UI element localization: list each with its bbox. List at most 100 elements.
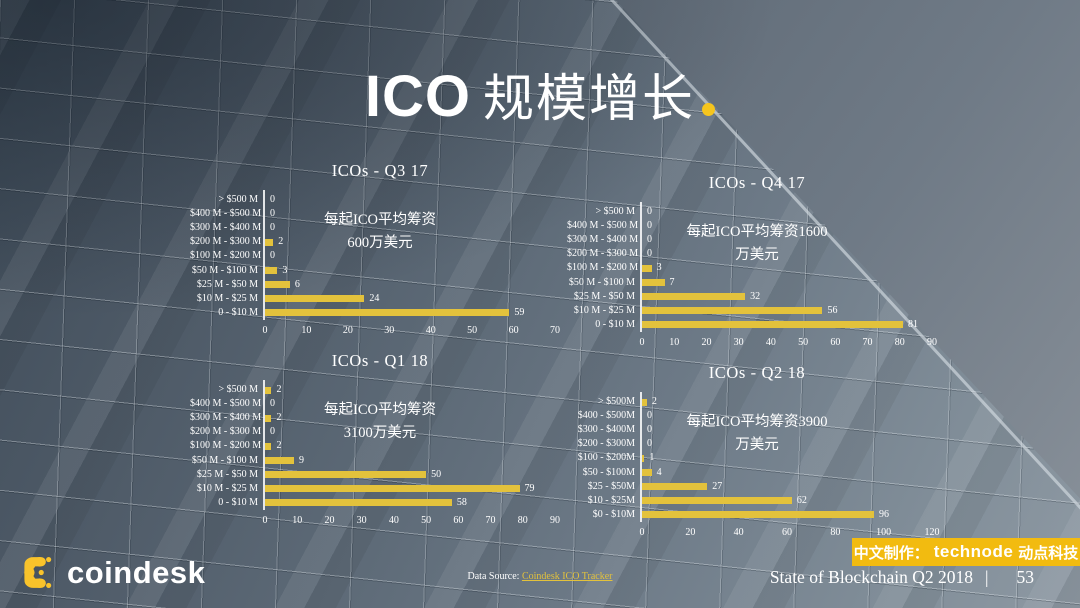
chart-row: $300 - $400M 0: [567, 423, 977, 437]
x-tick-label: 20: [342, 324, 353, 336]
bar-track: 0: [640, 233, 932, 247]
value-label: 0: [270, 250, 275, 262]
chart-rows: > $500M 2 $400 - $500M 0 $300 - $400M 0 $200 -…: [567, 392, 977, 522]
x-axis-ticks: 0 10 20 30 40 50 60 70 80 90: [263, 514, 561, 529]
chart-row: $50 M - $100 M 7: [567, 275, 977, 289]
bar-track: 0: [640, 247, 932, 261]
bar: [642, 469, 652, 477]
data-source-link[interactable]: Coindesk ICO Tracker: [521, 571, 613, 582]
category-label: $25 M - $50 M: [196, 278, 258, 290]
bar-track: 3: [640, 261, 932, 275]
category-label: $300 M - $400 M: [190, 412, 262, 424]
value-label: 2: [276, 384, 282, 396]
page-title: ICO 规模增长: [0, 68, 1080, 126]
category-label: 0 - $10 M: [218, 496, 258, 508]
bar-track: 0: [640, 219, 932, 233]
chart-row: $400 M - $500 M 0: [567, 219, 977, 233]
bar-track: 2: [263, 235, 555, 249]
value-label: 0: [647, 438, 652, 450]
x-tick-label: 40: [388, 514, 399, 526]
category-label: $300 M - $400 M: [567, 234, 639, 246]
value-label: 0: [647, 206, 652, 218]
chart-row: $50 M - $100 M 3: [190, 263, 600, 277]
bar: [265, 485, 520, 493]
chart-row: $100 - $200M 1: [567, 451, 977, 465]
chart-row: $200 M - $300 M 0: [190, 425, 600, 439]
chart-row: $400 - $500M 0: [567, 409, 977, 423]
chart-row: $400 M - $500 M 0: [190, 207, 600, 221]
title-dot-icon: [702, 103, 716, 116]
value-label: 0: [647, 424, 652, 436]
x-axis-ticks: 0 20 40 60 80 100 120: [640, 527, 940, 541]
category-label: $25 M - $50 M: [573, 290, 635, 302]
value-label: 0: [270, 222, 275, 234]
chart-row: 0 - $10 M 59: [190, 306, 600, 320]
chart-rows: > $500 M 2 $400 M - $500 M 0 $300 M - $400 M…: [190, 380, 600, 510]
chart-row: $200 M - $300 M 2: [190, 235, 600, 249]
category-label: > $500 M: [218, 384, 258, 396]
value-label: 9: [299, 454, 304, 466]
chart-row: $100 M - $200 M 2: [190, 439, 600, 453]
bar-track: 1: [640, 451, 932, 465]
bar-track: 0: [640, 205, 932, 219]
bar-chart: ICOs - Q2 18 > $500M 2 $400 - $500M 0 $300 -…: [567, 362, 977, 541]
category-label: $400 M - $500 M: [190, 208, 262, 220]
value-label: 4: [656, 466, 662, 478]
bar: [265, 281, 290, 289]
category-label: $200 M - $300 M: [190, 236, 262, 248]
x-tick-label: 10: [669, 336, 680, 348]
chart-row: $300 M - $400 M 0: [567, 233, 977, 247]
chart-row: > $500 M 0: [190, 193, 600, 207]
bar-track: 0: [263, 207, 555, 221]
x-tick-label: 120: [924, 526, 940, 538]
category-label: $100 - $200M: [577, 452, 635, 464]
category-label: $400 M - $500 M: [190, 398, 262, 410]
value-label: 0: [647, 234, 652, 246]
chart-row: $25 - $50M 27: [567, 480, 977, 494]
category-label: $25 M - $50 M: [196, 468, 258, 480]
x-tick-label: 40: [765, 336, 776, 348]
x-axis-ticks: 0 10 20 30 40 50 60 70 80 90: [639, 336, 938, 351]
bar-track: 6: [263, 278, 555, 292]
x-tick-label: 30: [384, 324, 395, 336]
category-label: $10 M - $25 M: [196, 482, 258, 494]
value-label: 0: [647, 410, 652, 422]
value-label: 0: [647, 220, 652, 232]
chart-row: > $500 M 0: [567, 205, 977, 219]
chart-row: $300 M - $400 M 0: [190, 221, 600, 235]
bar: [265, 386, 272, 394]
category-label: $50 M - $100 M: [191, 264, 258, 276]
value-label: 59: [514, 306, 525, 318]
category-label: > $500M: [597, 396, 635, 408]
category-label: > $500 M: [218, 194, 258, 206]
chart-row: $200 - $300M 0: [567, 437, 977, 451]
title-english: ICO: [364, 64, 472, 129]
bar-track: 56: [640, 304, 932, 318]
category-label: 0 - $10 M: [218, 306, 258, 318]
chart-row: $25 M - $50 M 32: [567, 290, 977, 304]
chart-row: $50 - $100M 4: [567, 465, 977, 479]
value-label: 3: [656, 262, 662, 274]
chart-title: ICOs - Q3 17: [331, 161, 429, 180]
category-label: $50 M - $100 M: [568, 276, 635, 288]
x-tick-label: 10: [292, 514, 303, 526]
value-label: 0: [270, 208, 275, 220]
value-label: 7: [669, 276, 675, 288]
chart-row: $300 M - $400 M 2: [190, 411, 600, 425]
chart-row: $400 M - $500 M 0: [190, 397, 600, 411]
bar-track: 24: [263, 292, 555, 306]
bar-chart: ICOs - Q4 17 > $500 M 0 $400 M - $500 M 0 $3…: [567, 172, 977, 351]
x-tick-label: 60: [453, 514, 464, 526]
bar-track: 3: [263, 263, 555, 277]
x-tick-label: 0: [639, 336, 645, 348]
category-label: $300 M - $400 M: [190, 222, 262, 234]
bar: [642, 497, 792, 505]
value-label: 6: [294, 278, 300, 290]
bar: [642, 307, 823, 315]
value-label: 79: [524, 482, 535, 494]
category-label: 0 - $10 M: [595, 318, 635, 330]
chart-row: 0 - $10 M 58: [190, 496, 600, 510]
value-label: 81: [908, 318, 918, 330]
bar-track: 2: [263, 439, 555, 453]
